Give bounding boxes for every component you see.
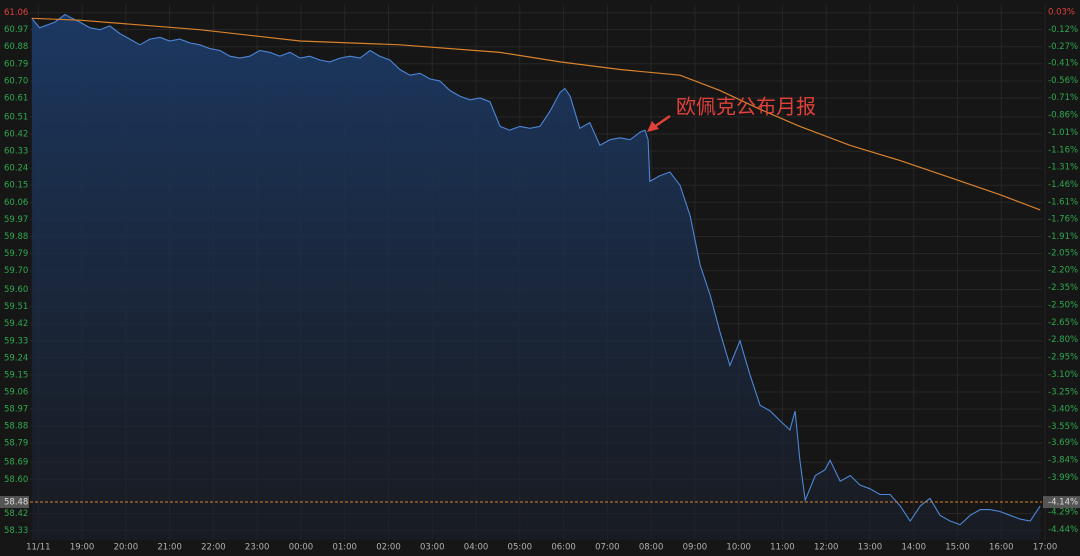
x-tick-label: 08:00 — [639, 543, 664, 553]
reference-box — [0, 496, 29, 509]
axes: 61.06 60.97 60.88 60.79 60.70 60.61 60.51 60.42… — [0, 7, 1080, 553]
y-tick-label: 58.33 — [4, 526, 28, 536]
y2-tick-label: -1.31% — [1048, 163, 1078, 173]
y2-tick-label: -2.05% — [1048, 248, 1078, 258]
x-tick-label: 13:00 — [858, 543, 883, 553]
y2-tick-label: -0.41% — [1048, 58, 1078, 68]
x-tick-label: 05:00 — [508, 543, 533, 553]
reference-y2-label: -4.14% — [1048, 498, 1078, 508]
reference-label: 58.48 — [4, 498, 28, 508]
annotation-arrow — [653, 114, 671, 129]
y-tick-label: 60.97 — [4, 25, 28, 35]
annotation: 欧佩克公布月报 — [676, 95, 816, 119]
series-line — [31, 17, 1041, 211]
y2-tick-label: -3.25% — [1048, 387, 1078, 397]
y-tick-label: 59.33 — [4, 336, 28, 346]
y-tick-label: 60.06 — [4, 198, 28, 208]
y-tick-label: 59.79 — [4, 249, 28, 259]
y-tick-label: 60.33 — [4, 147, 28, 157]
x-tick-label: 19:00 — [70, 543, 95, 553]
y-tick-label: 60.24 — [4, 164, 28, 174]
x-tick-label: 02:00 — [376, 543, 401, 553]
x-tick-label: 11:00 — [770, 543, 795, 553]
x-tick-label: 21:00 — [157, 543, 182, 553]
y-tick-label: 60.88 — [4, 42, 28, 52]
x-tick-label: 15:00 — [945, 543, 970, 553]
y2-tick-label: -1.91% — [1048, 232, 1078, 242]
y2-tick-label: -2.95% — [1048, 353, 1078, 363]
y-tick-label: 60.70 — [4, 76, 28, 86]
y-tick-label: 60.79 — [4, 59, 28, 69]
y-tick-label: 58.69 — [4, 458, 28, 468]
y2-tick-label: -2.35% — [1048, 283, 1078, 293]
x-tick-label: 14:00 — [901, 543, 926, 553]
y2-tick-label: -4.44% — [1048, 525, 1078, 535]
y2-tick-label: -3.10% — [1048, 370, 1078, 380]
y-tick-label: 59.88 — [4, 232, 28, 242]
y-tick-label: 60.42 — [4, 130, 28, 140]
y2-tick-label: -0.27% — [1048, 42, 1078, 52]
y-tick-label: 58.42 — [4, 509, 28, 519]
y-tick-label: 59.42 — [4, 319, 28, 329]
y-tick-label: 58.97 — [4, 405, 28, 415]
y2-tick-label: -1.01% — [1048, 128, 1078, 138]
y-tick-label: 60.61 — [4, 93, 28, 103]
y2-tick-label: -0.12% — [1048, 25, 1078, 35]
y2-tick-label: -4.29% — [1048, 508, 1078, 518]
y-tick-label: 60.51 — [4, 112, 28, 122]
y2-tick-label: -0.86% — [1048, 111, 1078, 121]
y2-tick-label: -2.80% — [1048, 335, 1078, 345]
y2-tick-label: -0.56% — [1048, 76, 1078, 86]
series-line — [31, 13, 1041, 526]
y2-tick-label: 0.03% — [1048, 7, 1075, 17]
x-tick-label: 16:00 — [989, 543, 1014, 553]
y-tick-label: 59.06 — [4, 388, 28, 398]
y-tick-label: 59.70 — [4, 266, 28, 276]
x-tick-label: 11/11 — [26, 543, 51, 553]
y2-tick-label: -3.40% — [1048, 405, 1078, 415]
x-tick-label: 20:00 — [114, 543, 139, 553]
y-tick-label: 58.88 — [4, 422, 28, 432]
x-tick-label: 03:00 — [420, 543, 445, 553]
y2-tick-label: -2.20% — [1048, 266, 1078, 276]
y-tick-label: 61.06 — [4, 8, 28, 18]
x-tick-label: 04:00 — [464, 543, 489, 553]
y-tick-label: 59.15 — [4, 370, 28, 380]
y2-tick-label: -2.50% — [1048, 300, 1078, 310]
y-tick-label: 59.97 — [4, 215, 28, 225]
x-tick-label: 01:00 — [332, 543, 357, 553]
y-tick-label: 58.60 — [4, 475, 28, 485]
x-tick-label: 10:00 — [726, 543, 751, 553]
y2-tick-label: -1.76% — [1048, 215, 1078, 225]
y2-tick-label: -1.16% — [1048, 145, 1078, 155]
y-tick-label: 59.51 — [4, 302, 28, 312]
x-tick-label: 06:00 — [551, 543, 576, 553]
reference-box — [1043, 496, 1080, 509]
x-tick-label: 23:00 — [245, 543, 270, 553]
y2-tick-label: -3.55% — [1048, 422, 1078, 432]
y2-tick-label: -1.46% — [1048, 180, 1078, 190]
annotation-arrowhead — [647, 121, 659, 132]
x-tick-label: 22:00 — [201, 543, 226, 553]
x-tick-label: 12:00 — [814, 543, 839, 553]
x-tick-label: 07:00 — [595, 543, 620, 553]
y-tick-label: 58.79 — [4, 439, 28, 449]
x-tick-label: 09:00 — [683, 543, 708, 553]
y2-tick-label: -3.99% — [1048, 473, 1078, 483]
y2-tick-label: -0.71% — [1048, 93, 1078, 103]
area — [31, 14, 1041, 540]
x-tick-label: 17:00 — [1033, 543, 1058, 553]
plot — [30, 13, 1042, 540]
y-tick-label: 59.60 — [4, 285, 28, 295]
y-tick-label: 60.15 — [4, 181, 28, 191]
y2-tick-label: -1.61% — [1048, 197, 1078, 207]
y2-tick-label: -2.65% — [1048, 318, 1078, 328]
y2-tick-label: -3.84% — [1048, 456, 1078, 466]
x-tick-label: 00:00 — [289, 543, 314, 553]
y-tick-label: 59.24 — [4, 353, 28, 363]
y2-tick-label: -3.69% — [1048, 438, 1078, 448]
